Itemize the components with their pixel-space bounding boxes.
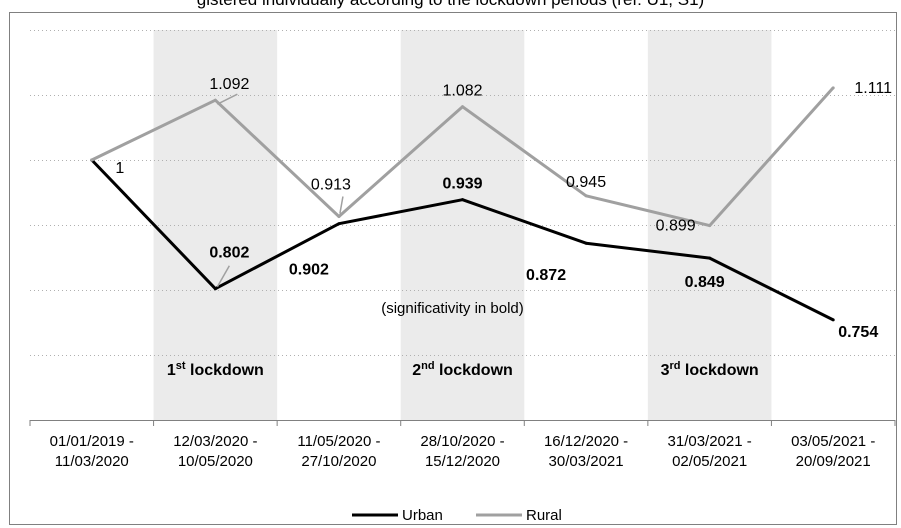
legend-label-rural: Rural bbox=[526, 507, 562, 524]
data-point-urban bbox=[584, 241, 588, 245]
data-point-urban bbox=[831, 318, 835, 322]
significance-note: (significativity in bold) bbox=[381, 300, 524, 317]
data-point-urban bbox=[337, 222, 341, 226]
x-tick-label-1: 12/03/2020 -10/05/2020 bbox=[173, 433, 257, 470]
data-point-urban bbox=[461, 198, 464, 202]
leader-line-urban-1 bbox=[216, 265, 231, 288]
data-label-urban-4: 0.872 bbox=[526, 267, 566, 284]
lockdown-label-1: 1st lockdown bbox=[167, 360, 264, 379]
data-point-urban bbox=[708, 256, 712, 260]
data-label-urban-5: 0.849 bbox=[685, 274, 725, 291]
data-label-rural-3: 1.082 bbox=[442, 83, 482, 100]
x-tick-label-5: 31/03/2021 -02/05/2021 bbox=[668, 433, 752, 470]
data-label-urban-1: 0.802 bbox=[209, 245, 249, 262]
data-point-rural bbox=[90, 158, 94, 162]
data-point-urban bbox=[213, 287, 217, 291]
data-label-rural-2: 0.913 bbox=[311, 177, 351, 194]
x-tick-label-0: 01/01/2019 -11/03/2020 bbox=[50, 433, 134, 470]
leader-line-rural-1 bbox=[217, 93, 238, 105]
data-label-urban-6: 0.754 bbox=[838, 324, 878, 341]
data-point-rural bbox=[708, 224, 712, 228]
data-label-urban-2: 0.902 bbox=[289, 262, 329, 279]
data-label-rural-1: 1.092 bbox=[209, 76, 249, 93]
lockdown-label-3: 2nd lockdown bbox=[412, 360, 513, 379]
data-point-rural bbox=[584, 194, 588, 198]
data-label-rural-0: 1 bbox=[115, 160, 124, 177]
data-point-rural bbox=[213, 98, 217, 102]
data-point-rural bbox=[461, 105, 464, 109]
legend-label-urban: Urban bbox=[402, 507, 443, 524]
lockdown-label-5: 3rd lockdown bbox=[661, 360, 759, 379]
chart-title: gistered individually according to the l… bbox=[0, 0, 901, 10]
data-label-rural-5: 0.899 bbox=[656, 218, 696, 235]
data-label-rural-4: 0.945 bbox=[566, 174, 606, 191]
data-label-urban-3: 0.939 bbox=[442, 176, 482, 193]
data-point-rural bbox=[831, 86, 835, 90]
x-tick-label-3: 28/10/2020 -15/12/2020 bbox=[420, 433, 504, 470]
x-tick-label-6: 03/05/2021 -20/09/2021 bbox=[791, 433, 875, 470]
x-tick-label-4: 16/12/2020 -30/03/2021 bbox=[544, 433, 628, 470]
data-label-rural-6: 1.111 bbox=[854, 80, 892, 97]
data-point-rural bbox=[337, 215, 341, 219]
chart-frame bbox=[9, 12, 897, 525]
leader-line-rural-2 bbox=[339, 196, 344, 214]
x-tick-label-2: 11/05/2020 -27/10/2020 bbox=[297, 433, 380, 470]
